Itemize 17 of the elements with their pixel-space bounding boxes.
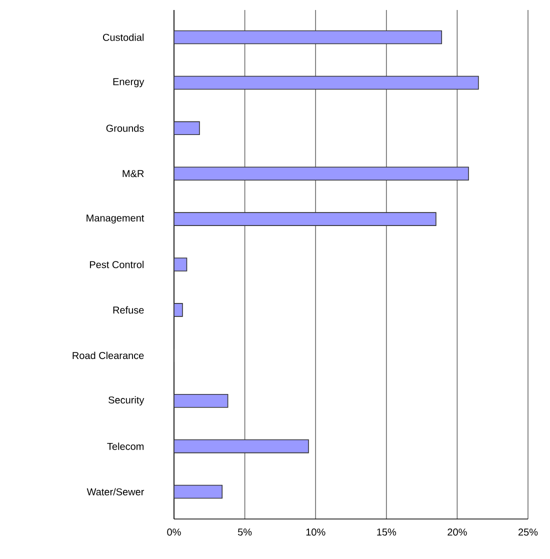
y-tick-label: Pest Control <box>90 260 144 268</box>
x-tick-label: 10% <box>306 528 326 536</box>
y-tick-label: Security <box>108 396 144 406</box>
y-tick-label: Management <box>86 214 144 224</box>
x-tick-label: 0% <box>167 528 181 536</box>
x-tick-label: 25% <box>518 528 538 536</box>
y-tick-label: Custodial <box>103 34 144 41</box>
x-tick-label: 5% <box>238 528 252 536</box>
y-tick-label: M&R <box>122 170 144 178</box>
y-tick-label: Road Clearance <box>72 352 144 360</box>
x-tick-label: 20% <box>448 528 467 536</box>
y-tick-label: Grounds <box>106 124 144 132</box>
y-tick-label: Telecom <box>107 442 144 450</box>
y-tick-label: Refuse <box>113 306 144 314</box>
x-tick-label: 15% <box>377 528 396 536</box>
y-tick-label: Water/Sewer <box>86 488 144 496</box>
y-tick-label: Energy <box>113 78 144 88</box>
